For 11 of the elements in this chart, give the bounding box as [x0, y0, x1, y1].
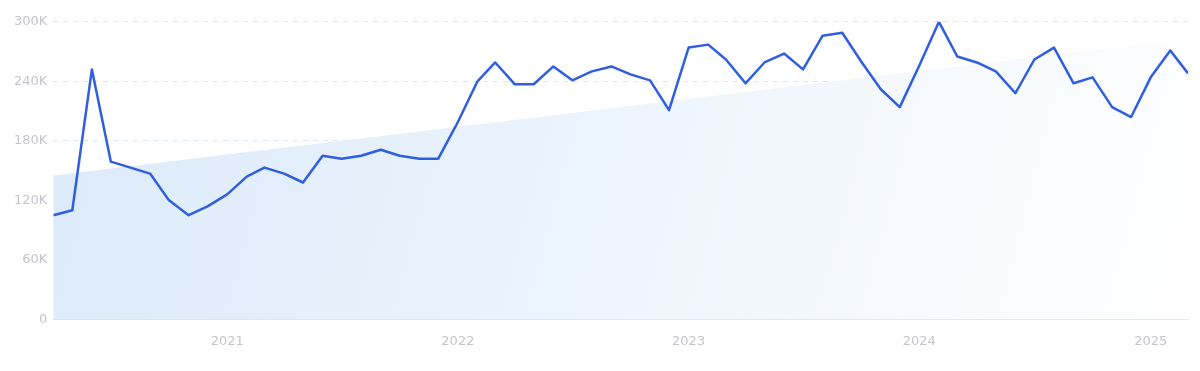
- x-tick-label: 2021: [210, 332, 244, 348]
- y-tick-label: 300K: [13, 13, 48, 29]
- y-tick-label: 180K: [13, 132, 48, 148]
- y-tick-label: 60K: [22, 251, 48, 267]
- y-tick-label: 0: [39, 310, 48, 326]
- x-tick-label: 2024: [902, 332, 936, 348]
- x-tick-label: 2025: [1134, 332, 1168, 348]
- x-tick-label: 2022: [441, 332, 475, 348]
- y-tick-label: 240K: [13, 72, 48, 88]
- y-tick-label: 120K: [13, 191, 48, 207]
- x-tick-label: 2023: [672, 332, 706, 348]
